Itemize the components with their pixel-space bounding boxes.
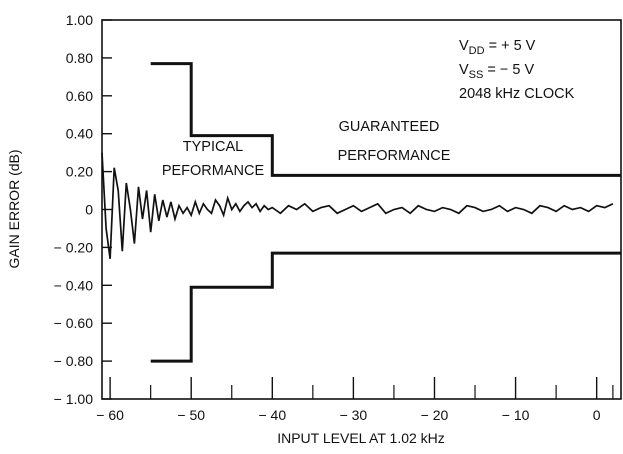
clock-annotation: 2048 kHz CLOCK bbox=[459, 86, 575, 102]
y-tick-label: 0 bbox=[85, 202, 93, 218]
vss-subscript: SS bbox=[469, 69, 484, 81]
y-tick-label: 0.20 bbox=[66, 164, 93, 180]
y-tick-label: 0.60 bbox=[66, 88, 93, 104]
x-tick-label: 0 bbox=[593, 407, 601, 423]
y-tick-label: − 0.40 bbox=[54, 277, 94, 293]
x-tick-label: − 10 bbox=[502, 407, 530, 423]
y-tick-label: − 1.00 bbox=[54, 391, 94, 407]
x-tick-label: − 50 bbox=[177, 407, 205, 423]
vdd-subscript: DD bbox=[469, 45, 485, 57]
vdd-value: = + 5 V bbox=[485, 38, 536, 54]
series-layer bbox=[101, 62, 621, 363]
y-tick-label: − 0.20 bbox=[54, 239, 94, 255]
x-tick-label: − 60 bbox=[96, 407, 124, 423]
vss-v: V bbox=[459, 62, 469, 78]
vdd-annotation: VDD = + 5 V bbox=[459, 38, 536, 57]
vss-annotation: VSS = − 5 V bbox=[459, 62, 534, 81]
y-tick-label: 1.00 bbox=[66, 12, 93, 28]
vdd-v: V bbox=[459, 38, 469, 54]
x-tick-label: − 30 bbox=[340, 407, 368, 423]
x-tick-label: − 20 bbox=[421, 407, 449, 423]
upper-limit-line bbox=[150, 62, 621, 177]
typical-label-line1: TYPICAL bbox=[183, 139, 243, 155]
y-tick-label: − 0.60 bbox=[54, 315, 94, 331]
typical-label-line2: PEFORMANCE bbox=[162, 163, 265, 179]
y-tick-label: − 0.80 bbox=[54, 353, 94, 369]
y-axis-label: GAIN ERROR (dB) bbox=[6, 149, 22, 268]
x-tick-label: − 40 bbox=[258, 407, 286, 423]
x-axis-label: INPUT LEVEL AT 1.02 kHz bbox=[277, 430, 445, 446]
plot-frame bbox=[101, 19, 622, 400]
lower-limit-line bbox=[150, 251, 621, 363]
y-tick-label: 0.80 bbox=[66, 50, 93, 66]
y-axis-ticks: 1.00 0.80 0.60 0.40 0.20 0 − 0.20 − 0.40 − 0.60 −… bbox=[54, 12, 112, 407]
x-axis-ticks: − 60 − 50 − 40 − 30 − 20 − 10 0 bbox=[96, 377, 614, 423]
vss-value: = − 5 V bbox=[483, 62, 534, 78]
guaranteed-label-line1: GUARANTEED bbox=[339, 119, 440, 135]
y-tick-label: 0.40 bbox=[66, 126, 93, 142]
guaranteed-label-line2: PERFORMANCE bbox=[338, 148, 451, 164]
measured-gain-error-line bbox=[101, 152, 614, 259]
